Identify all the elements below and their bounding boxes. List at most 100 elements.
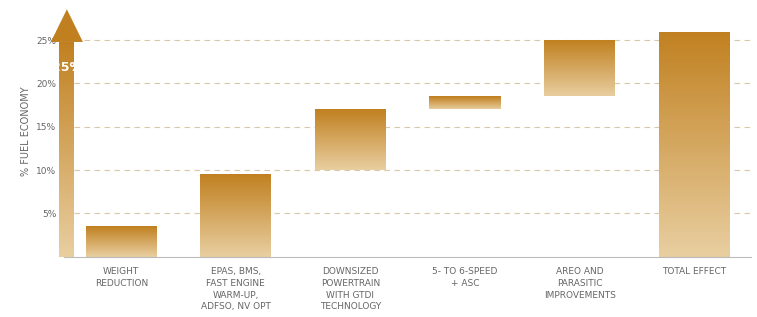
Polygon shape <box>51 9 83 42</box>
Bar <box>60 144 74 146</box>
Bar <box>659 155 730 157</box>
Bar <box>544 41 615 42</box>
Bar <box>659 33 730 35</box>
Bar <box>315 125 386 126</box>
Bar <box>201 202 272 203</box>
Bar <box>60 224 74 226</box>
Bar <box>544 60 615 61</box>
Bar <box>659 142 730 144</box>
Bar <box>659 135 730 137</box>
Bar <box>201 249 272 250</box>
Bar <box>315 135 386 136</box>
Bar <box>60 180 74 182</box>
Bar <box>60 88 74 90</box>
Bar <box>544 73 615 74</box>
Bar <box>60 235 74 237</box>
Bar <box>659 176 730 178</box>
Bar <box>659 170 730 172</box>
Bar <box>60 174 74 176</box>
Bar <box>315 154 386 155</box>
Bar <box>201 205 272 206</box>
Bar <box>315 117 386 118</box>
Bar <box>659 120 730 121</box>
Bar <box>201 221 272 222</box>
Bar <box>544 62 615 63</box>
Bar <box>60 65 74 67</box>
Bar <box>201 195 272 196</box>
Bar <box>544 54 615 55</box>
Bar <box>659 95 730 97</box>
Bar <box>544 63 615 64</box>
Bar <box>201 239 272 240</box>
Bar <box>201 242 272 243</box>
Bar <box>544 45 615 46</box>
Bar <box>659 168 730 170</box>
Bar <box>315 144 386 145</box>
Bar <box>60 130 74 132</box>
Bar <box>659 210 730 212</box>
Bar <box>544 94 615 95</box>
Bar <box>659 161 730 163</box>
Bar <box>315 110 386 111</box>
Bar <box>201 226 272 227</box>
Bar <box>659 56 730 58</box>
Bar <box>659 60 730 61</box>
Bar <box>60 146 74 147</box>
Bar <box>659 54 730 56</box>
Bar <box>315 164 386 165</box>
Bar <box>659 249 730 251</box>
Bar <box>315 166 386 167</box>
Bar <box>60 214 74 216</box>
Bar <box>659 243 730 245</box>
Bar <box>544 92 615 93</box>
Bar <box>659 127 730 129</box>
Bar <box>544 78 615 79</box>
Bar <box>201 232 272 233</box>
Bar <box>659 118 730 120</box>
Bar <box>544 71 615 72</box>
Bar <box>60 55 74 56</box>
Bar <box>60 189 74 191</box>
Bar <box>60 128 74 130</box>
Bar <box>659 86 730 88</box>
Bar <box>315 128 386 129</box>
Bar <box>659 185 730 187</box>
Bar <box>659 63 730 65</box>
Bar <box>201 220 272 221</box>
Bar <box>60 44 74 46</box>
Bar <box>201 250 272 251</box>
Bar <box>60 208 74 210</box>
Bar <box>659 41 730 43</box>
Bar <box>60 90 74 92</box>
Bar <box>60 97 74 99</box>
Bar <box>315 139 386 140</box>
Bar <box>60 96 74 97</box>
Bar <box>659 240 730 242</box>
Bar <box>659 94 730 95</box>
Bar <box>60 83 74 85</box>
Bar <box>315 130 386 131</box>
Bar <box>60 137 74 139</box>
Bar <box>659 152 730 153</box>
Bar <box>544 66 615 67</box>
Bar <box>544 90 615 91</box>
Bar <box>659 99 730 101</box>
Bar <box>544 55 615 56</box>
Bar <box>201 193 272 194</box>
Bar <box>60 231 74 233</box>
Bar <box>60 162 74 164</box>
Bar <box>60 171 74 172</box>
Bar <box>659 78 730 80</box>
Bar <box>659 123 730 125</box>
Bar <box>544 75 615 76</box>
Bar <box>544 57 615 58</box>
Bar <box>60 239 74 241</box>
Bar <box>659 67 730 69</box>
Bar <box>315 140 386 141</box>
Bar <box>659 116 730 118</box>
Bar <box>544 88 615 89</box>
Bar <box>60 176 74 178</box>
Bar <box>544 89 615 90</box>
Bar <box>60 42 74 44</box>
Bar <box>544 70 615 71</box>
